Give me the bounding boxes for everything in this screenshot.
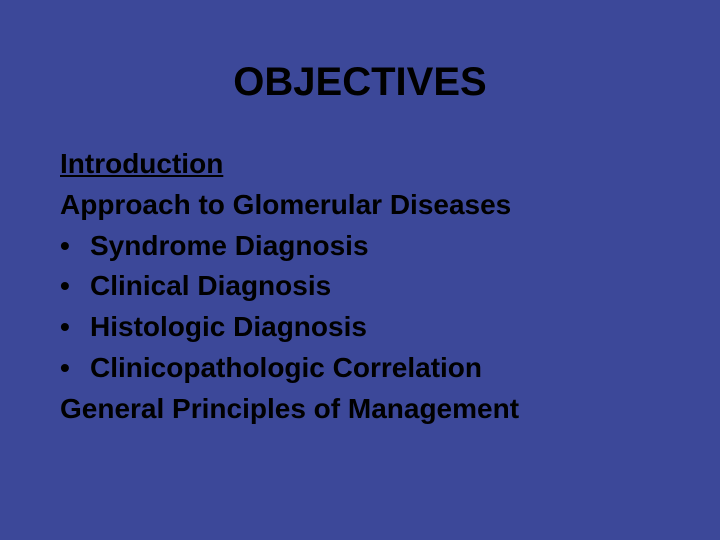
- line-text: Approach to Glomerular Diseases: [60, 189, 511, 220]
- content-line: Approach to Glomerular Diseases: [60, 186, 660, 224]
- bullet-text: Syndrome Diagnosis: [90, 227, 660, 265]
- bullet-text: Clinicopathologic Correlation: [90, 349, 660, 387]
- content-line: •Clinicopathologic Correlation: [60, 349, 660, 387]
- content-line: •Histologic Diagnosis: [60, 308, 660, 346]
- line-text: General Principles of Management: [60, 393, 519, 424]
- content-line: Introduction: [60, 145, 660, 183]
- bullet-text: Clinical Diagnosis: [90, 267, 660, 305]
- bullet-marker: •: [60, 349, 90, 387]
- content-line: •Clinical Diagnosis: [60, 267, 660, 305]
- bullet-marker: •: [60, 267, 90, 305]
- bullet-text: Histologic Diagnosis: [90, 308, 660, 346]
- slide-title: OBJECTIVES: [60, 60, 660, 105]
- line-text: Introduction: [60, 148, 223, 179]
- content-line: General Principles of Management: [60, 390, 660, 428]
- content-line: •Syndrome Diagnosis: [60, 227, 660, 265]
- bullet-marker: •: [60, 308, 90, 346]
- slide: OBJECTIVES Introduction Approach to Glome…: [0, 0, 720, 540]
- slide-content: Introduction Approach to Glomerular Disea…: [60, 145, 660, 428]
- bullet-marker: •: [60, 227, 90, 265]
